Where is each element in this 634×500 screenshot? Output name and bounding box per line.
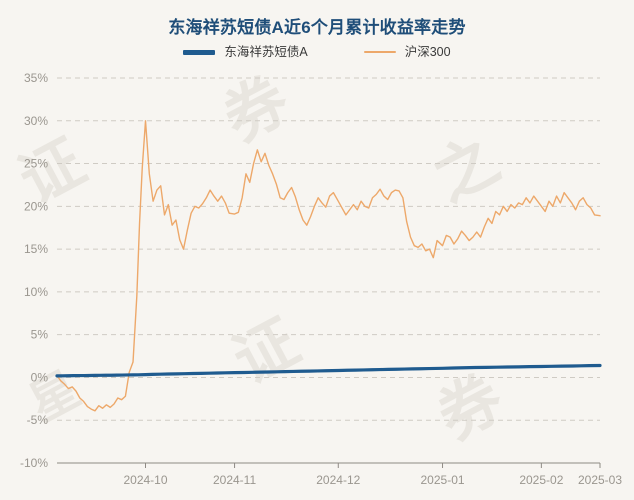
series-line-benchmark (56, 120, 601, 412)
x-axis-tick-label: 2024-11 (213, 473, 256, 487)
y-axis-tick-label: 0% (31, 370, 49, 384)
y-axis-tick-label: 20% (24, 199, 48, 213)
x-axis-tick-label: 2025-02 (519, 473, 563, 487)
legend-item-fund[interactable]: 东海祥苏短债A (183, 45, 308, 59)
legend-label-fund: 东海祥苏短债A (224, 45, 308, 59)
x-axis-tick-label: 2025-03 (578, 473, 622, 487)
y-axis-tick-label: 10% (24, 285, 48, 299)
y-axis-tick-label: 15% (24, 242, 48, 256)
x-axis-group: 2024-10 2024-11 2024-12 2025-01 2025-02 2025-… (57, 462, 622, 487)
series-group (55, 120, 602, 412)
y-axis-labels-group: 35% 30% 25% 20% 15% 10% 5% 0% -5% -10% (20, 71, 48, 470)
gridlines-group (57, 77, 600, 421)
legend-label-benchmark: 沪深300 (404, 45, 451, 59)
y-axis-tick-label: 30% (24, 114, 48, 128)
legend-item-benchmark[interactable]: 沪深300 (363, 45, 451, 59)
chart-legend: 东海祥苏短债A 沪深300 (0, 46, 634, 59)
y-axis-tick-label: 35% (24, 71, 48, 85)
page-title: 东海祥苏短债A近6个月累计收益率走势 (168, 18, 466, 37)
y-axis-tick-label: -10% (20, 456, 48, 470)
y-axis-tick-label: 25% (24, 157, 48, 171)
y-axis-tick-label: -5% (27, 413, 49, 427)
y-axis-tick-label: 5% (31, 328, 49, 342)
x-axis-tick-label: 2025-01 (421, 473, 465, 487)
series-line-fund (55, 363, 602, 378)
x-axis-tick-label: 2024-10 (123, 473, 167, 487)
legend-line-swatch-fund (183, 49, 216, 55)
x-axis-tick-label: 2024-12 (316, 473, 360, 487)
legend-line-swatch-benchmark (363, 51, 396, 54)
